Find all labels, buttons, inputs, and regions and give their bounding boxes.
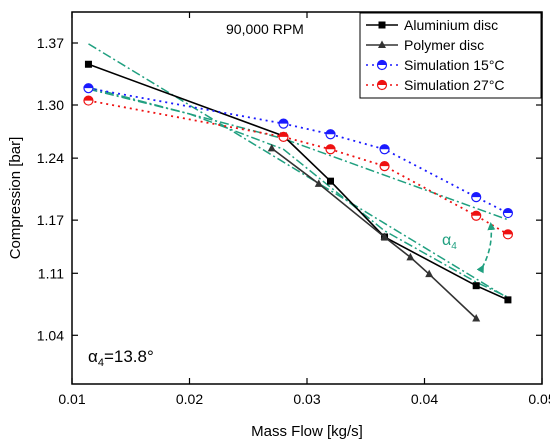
data-point [278,118,289,129]
y-tick-label: 1.04 [37,327,64,343]
legend-label: Simulation 27°C [404,77,505,93]
svg-text:α4=13.8°: α4=13.8° [88,347,154,369]
data-point [380,232,389,240]
data-point-fill [503,208,513,214]
data-point [472,282,480,290]
legend-label: Aluminium disc [404,17,498,33]
data-point-fill [326,129,335,135]
y-tick-label: 1.37 [37,35,64,51]
legend-marker [376,79,388,91]
data-point [267,143,276,152]
legend-marker [376,59,388,71]
alpha-value-symbol: α [88,347,98,366]
data-point [325,129,336,140]
series-line-1 [88,63,509,301]
x-tick-label: 0.04 [411,391,438,407]
data-point [83,95,94,106]
svg-text:α4: α4 [442,232,457,252]
x-axis-title: Mass Flow [kg/s] [251,423,363,440]
x-tick-label: 0.05 [528,391,550,407]
y-tick-label: 1.24 [37,150,64,166]
y-tick-label: 1.11 [38,265,64,281]
legend-marker-fill [377,80,387,85]
alpha-arrow [476,222,496,274]
data-point [502,229,514,240]
data-point-fill [471,192,481,198]
x-tick-label: 0.01 [58,391,85,407]
data-point [471,210,482,221]
data-point-fill [503,229,513,235]
data-point [471,192,482,203]
trend-lines [88,43,509,299]
legend-label: Polymer disc [404,37,484,53]
data-point-fill [83,83,93,89]
legend-marker [378,21,386,29]
data-point-fill [279,132,288,137]
data-point-fill [326,144,335,150]
data-point [504,296,512,304]
y-tick-label: 1.30 [37,97,64,113]
legend-marker-fill [377,60,387,65]
data-point [502,207,514,219]
y-axis-title: Compression [bar] [7,137,24,260]
alpha-value-subscript: 4 [98,357,104,369]
series-line-2 [271,147,477,320]
trend-line-1 [88,43,509,299]
data-point-fill [83,96,93,101]
alpha-arrow-symbol: α [442,232,451,249]
data-point [278,131,289,142]
data-point-fill [471,211,481,216]
data-point [84,60,92,68]
series-3 [83,83,514,219]
legend-label: Simulation 15°C [404,57,505,73]
data-point [327,177,334,185]
alpha-value-annotation: α4=13.8° [88,347,154,369]
y-tick-label: 1.17 [37,212,64,228]
series-2 [267,143,481,322]
data-point [314,179,323,187]
alpha-arrow-subscript: 4 [451,241,457,252]
data-point-fill [380,144,390,150]
data-point [83,83,94,94]
data-point [406,252,415,261]
data-point-fill [279,119,288,124]
x-tick-label: 0.02 [176,391,203,407]
axis-ticks: 0.01 0.02 0.03 0.04 0.05 1.04 1.11 1.17 1.24 1.30… [37,12,550,407]
data-point-fill [380,161,390,167]
trend-line-2 [88,86,507,221]
data-point [379,161,390,172]
data-point [425,269,434,278]
legend-marker [378,40,386,48]
rpm-annotation: 90,000 RPM [226,21,304,37]
alpha-value-text: =13.8° [104,347,154,366]
data-point [325,144,336,155]
data-point [472,313,481,322]
series-layer [83,60,514,322]
legend-box [359,12,542,99]
series-4 [83,95,514,240]
legend: Aluminium disc Polymer disc Simulation 15°… [359,12,542,99]
data-point [379,144,390,155]
alpha-arrow-annotation: α4 [442,222,496,274]
x-tick-label: 0.03 [293,391,320,407]
trend-line-3 [88,88,509,298]
